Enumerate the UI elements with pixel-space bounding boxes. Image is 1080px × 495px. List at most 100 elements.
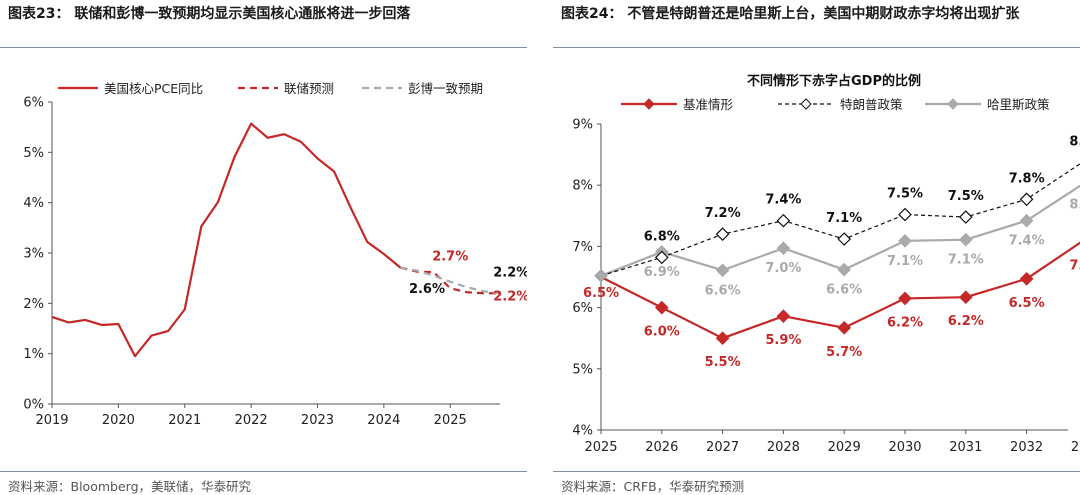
right-data-label: 7.1% (948, 253, 984, 268)
right-series-marker-0 (958, 290, 973, 305)
right-legend-marker-2 (947, 98, 959, 110)
right-data-label: 5.9% (765, 333, 801, 348)
right-series-marker-2 (715, 263, 730, 278)
right-legend-marker-1 (800, 98, 812, 110)
right-x-tick-label: 2026 (645, 440, 678, 455)
right-title-rule (553, 47, 1080, 48)
left-y-tick-label: 6% (23, 96, 44, 111)
right-series-marker-1 (837, 232, 852, 246)
right-series-marker-0 (715, 331, 730, 346)
right-x-tick-label: 2029 (828, 440, 861, 455)
right-data-label: 5.7% (826, 345, 862, 360)
right-series-marker-2 (958, 232, 973, 247)
left-x-tick-label: 2023 (301, 413, 334, 428)
right-data-label: 7.2% (705, 206, 741, 221)
right-y-tick-label: 8% (572, 179, 593, 194)
right-source-note: 资料来源：CRFB，华泰研究预测 (561, 479, 745, 494)
right-series-marker-2 (1019, 213, 1034, 228)
right-series-line-2 (600, 184, 1080, 277)
right-series-marker-1 (654, 250, 669, 265)
left-source-note: 资料来源：Bloomberg，美联储，华泰研究 (8, 479, 251, 494)
right-legend-label: 基准情形 (683, 97, 734, 112)
left-x-tick-label: 2024 (367, 413, 400, 428)
right-legend-label: 特朗普政策 (840, 97, 903, 112)
right-series-marker-2 (898, 234, 912, 248)
right-data-label: 8.0% (1069, 198, 1080, 213)
right-start-marker (594, 269, 608, 283)
left-x-tick-label: 2022 (235, 413, 268, 428)
right-series-marker-0 (654, 300, 669, 315)
right-series-marker-2 (837, 262, 852, 277)
right-series-marker-0 (837, 320, 852, 335)
left-x-tick-label: 2025 (434, 413, 467, 428)
right-data-label: 6.5% (583, 286, 619, 301)
left-y-tick-label: 1% (23, 347, 44, 362)
right-line-chart: 不同情形下赤字占GDP的比例 4% 5% 6% 7% 8% 9% 2025 2026 2027 20… (572, 73, 1080, 455)
left-source-rule (0, 471, 527, 472)
right-series-marker-2 (776, 241, 791, 256)
left-y-tick-label: 4% (23, 196, 44, 211)
right-data-label: 7.5% (887, 187, 923, 202)
right-y-tick-label: 7% (572, 240, 593, 255)
left-y-tick-label: 2% (23, 297, 44, 312)
right-data-label: 7.4% (1009, 234, 1045, 249)
left-figure-panel: 图表23： 联储和彭博一致预期均显示美国核心通胀将进一步回落 0% 1% 2% 3% 4… (0, 0, 527, 495)
right-data-label: 6.5% (1009, 296, 1045, 311)
right-x-tick-label: 2030 (888, 440, 921, 455)
right-series-line-0 (600, 241, 1080, 340)
left-legend-label: 美国核心PCE同比 (104, 81, 203, 96)
right-data-label: 6.8% (644, 229, 680, 244)
left-title-rule (0, 47, 527, 48)
left-x-tick-label: 2021 (168, 413, 201, 428)
right-source-rule (553, 471, 1080, 472)
right-series-marker-0 (898, 291, 912, 306)
right-data-label: 6.2% (887, 315, 923, 330)
right-series-marker-1 (958, 210, 973, 224)
left-series-line-2 (400, 266, 501, 295)
right-chart-title: 不同情形下赤字占GDP的比例 (747, 73, 921, 89)
right-y-tick-label: 9% (572, 118, 593, 133)
right-x-tick-label: 2033 (1071, 440, 1080, 455)
right-data-label: 7.1% (1069, 259, 1080, 274)
left-x-tick-label: 2019 (35, 413, 68, 428)
right-data-label: 7.1% (887, 254, 923, 269)
right-x-tick-label: 2025 (584, 440, 617, 455)
right-data-label: 8.4% (1069, 135, 1080, 150)
left-data-label: 2.6% (409, 282, 445, 297)
right-figure-title: 图表24： 不管是特朗普还是哈里斯上台，美国中期财政赤字均将出现扩张 (561, 6, 1020, 22)
right-y-tick-label: 4% (572, 424, 593, 439)
left-series-line-0 (51, 122, 402, 358)
left-legend-label: 彭博一致预期 (408, 81, 483, 96)
right-data-label: 6.0% (644, 325, 680, 340)
right-x-tick-label: 2032 (1010, 440, 1043, 455)
right-y-tick-label: 5% (572, 362, 593, 377)
right-data-label: 7.0% (765, 261, 801, 276)
left-data-label: 2.2% (493, 289, 527, 304)
right-data-label: 5.5% (705, 355, 741, 370)
right-series-marker-1 (898, 207, 912, 222)
right-series-marker-0 (1019, 271, 1034, 286)
right-data-label: 7.5% (948, 189, 984, 204)
right-data-label: 7.1% (826, 211, 862, 226)
left-y-tick-label: 5% (23, 146, 44, 161)
right-data-label: 6.2% (948, 314, 984, 329)
right-data-label: 6.9% (644, 265, 680, 280)
left-data-label: 2.7% (432, 250, 468, 265)
right-series-marker-1 (1019, 192, 1034, 207)
right-x-tick-label: 2027 (706, 440, 739, 455)
left-y-tick-label: 3% (23, 247, 44, 262)
left-legend-label: 联储预测 (284, 81, 334, 96)
right-x-tick-label: 2028 (767, 440, 800, 455)
right-x-tick-label: 2031 (949, 440, 982, 455)
left-line-chart: 0% 1% 2% 3% 4% 5% 6% 2019 2020 2021 2022 2023 2024 20… (23, 81, 527, 428)
right-series-marker-0 (776, 309, 791, 324)
right-legend-label: 哈里斯政策 (987, 97, 1050, 112)
right-series-marker-1 (776, 213, 791, 228)
left-data-label: 2.2% (493, 266, 527, 281)
right-data-label: 6.6% (705, 283, 741, 298)
right-series-line-1 (600, 163, 1080, 277)
left-figure-title: 图表23： 联储和彭博一致预期均显示美国核心通胀将进一步回落 (8, 6, 411, 22)
left-y-tick-label: 0% (23, 398, 44, 413)
right-figure-panel: 图表24： 不管是特朗普还是哈里斯上台，美国中期财政赤字均将出现扩张 不同情形下… (553, 0, 1080, 495)
left-x-tick-label: 2020 (102, 413, 135, 428)
